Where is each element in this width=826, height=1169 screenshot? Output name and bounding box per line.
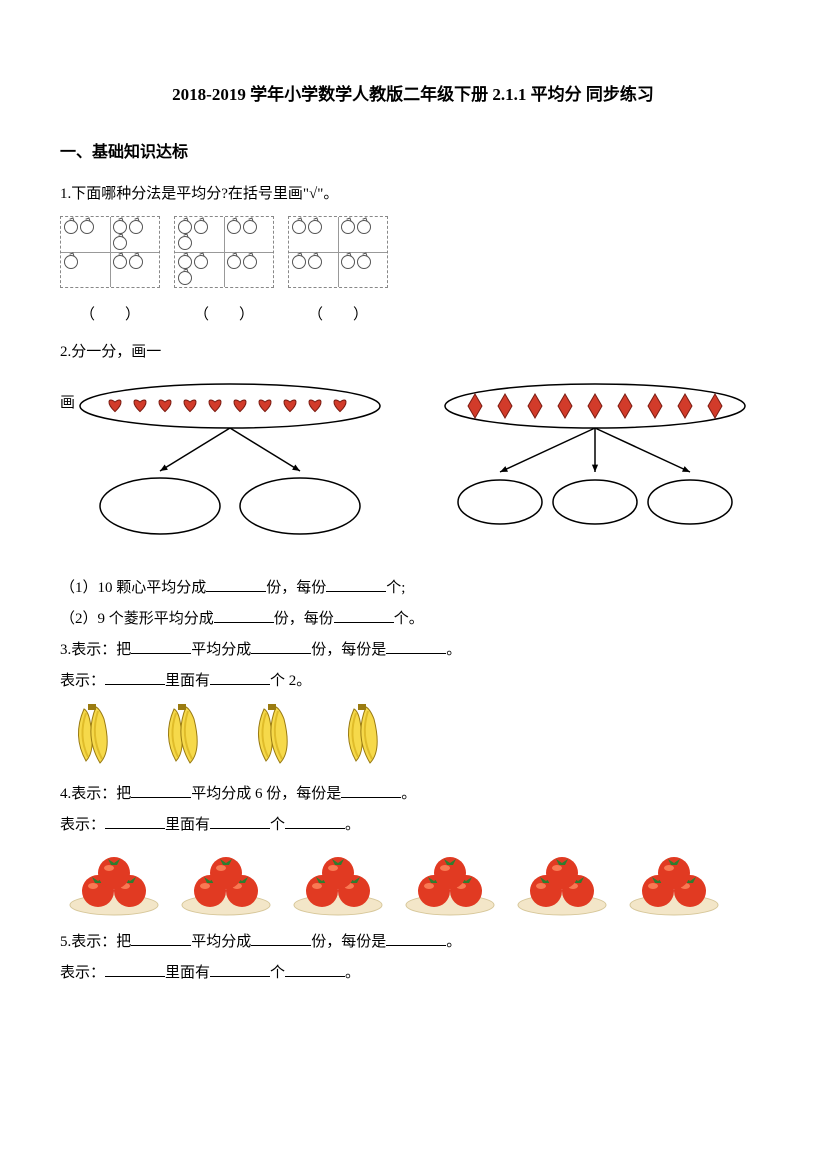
apple-box xyxy=(60,216,160,288)
apple-icon xyxy=(129,255,143,269)
q4-line2: 表示：里面有个。 xyxy=(60,812,766,839)
q5-line1: 5.表示：把平均分成份，每份是。 xyxy=(60,929,766,956)
blank[interactable] xyxy=(386,930,446,946)
blank[interactable] xyxy=(285,961,345,977)
apple-box xyxy=(174,216,274,288)
banana-bunch-icon xyxy=(66,701,126,771)
apple-icon xyxy=(178,271,192,285)
diamonds-diagram xyxy=(430,376,760,546)
blank[interactable] xyxy=(251,638,311,654)
apple-icon xyxy=(113,220,127,234)
blank[interactable] xyxy=(206,576,266,592)
banana-bunch-icon xyxy=(156,701,216,771)
q4-line1: 4.表示：把平均分成 6 份，每份是。 xyxy=(60,781,766,808)
apple-icon xyxy=(292,220,306,234)
tomato-plate-icon xyxy=(514,847,610,917)
apple-icon xyxy=(194,255,208,269)
apple-icon xyxy=(308,220,322,234)
q3-line2: 表示：里面有个 2。 xyxy=(60,668,766,695)
banana-bunch-icon xyxy=(246,701,306,771)
q2-lead: 2.分一分，画一 xyxy=(60,339,766,366)
blank[interactable] xyxy=(341,782,401,798)
apple-icon xyxy=(80,220,94,234)
blank[interactable] xyxy=(131,782,191,798)
apple-icon xyxy=(292,255,306,269)
q1-paren-1[interactable]: （ ） xyxy=(60,302,160,329)
q2-sub1: （1）10 颗心平均分成份，每份个; xyxy=(60,575,766,602)
apple-icon xyxy=(178,220,192,234)
apple-icon xyxy=(357,220,371,234)
apple-icon xyxy=(357,255,371,269)
q1-answers: （ ） （ ） （ ） xyxy=(60,302,766,329)
apple-icon xyxy=(341,220,355,234)
q3-bananas xyxy=(66,701,766,771)
q3-line1: 3.表示：把平均分成份，每份是。 xyxy=(60,637,766,664)
q1-text: 1.下面哪种分法是平均分?在括号里画"√"。 xyxy=(60,181,766,208)
apple-icon xyxy=(64,255,78,269)
q1-figures xyxy=(60,216,766,288)
section-heading: 一、基础知识达标 xyxy=(60,139,766,168)
blank[interactable] xyxy=(334,607,394,623)
banana-bunch-icon xyxy=(336,701,396,771)
apple-icon xyxy=(308,255,322,269)
q1-paren-2[interactable]: （ ） xyxy=(174,302,274,329)
apple-icon xyxy=(178,236,192,250)
apple-icon xyxy=(194,220,208,234)
apple-icon xyxy=(243,255,257,269)
q5-line2: 表示：里面有个。 xyxy=(60,960,766,987)
apple-icon xyxy=(113,255,127,269)
blank[interactable] xyxy=(105,669,165,685)
blank[interactable] xyxy=(131,638,191,654)
tomato-plate-icon xyxy=(66,847,162,917)
blank[interactable] xyxy=(210,669,270,685)
q2-sub2: （2）9 个菱形平均分成份，每份个。 xyxy=(60,606,766,633)
apple-icon xyxy=(243,220,257,234)
blank[interactable] xyxy=(326,576,386,592)
apple-icon xyxy=(178,255,192,269)
apple-icon xyxy=(113,236,127,250)
blank[interactable] xyxy=(105,961,165,977)
blank[interactable] xyxy=(210,961,270,977)
tomato-plate-icon xyxy=(290,847,386,917)
apple-box xyxy=(288,216,388,288)
tomato-plate-icon xyxy=(178,847,274,917)
blank[interactable] xyxy=(131,930,191,946)
apple-icon xyxy=(129,220,143,234)
apple-icon xyxy=(227,220,241,234)
blank[interactable] xyxy=(210,813,270,829)
blank[interactable] xyxy=(214,607,274,623)
page-title: 2018-2019 学年小学数学人教版二年级下册 2.1.1 平均分 同步练习 xyxy=(60,80,766,111)
blank[interactable] xyxy=(386,638,446,654)
blank[interactable] xyxy=(105,813,165,829)
blank[interactable] xyxy=(251,930,311,946)
apple-icon xyxy=(64,220,78,234)
apple-icon xyxy=(227,255,241,269)
blank[interactable] xyxy=(285,813,345,829)
tomato-plate-icon xyxy=(402,847,498,917)
apple-icon xyxy=(341,255,355,269)
q1-paren-3[interactable]: （ ） xyxy=(288,302,388,329)
tomato-plate-icon xyxy=(626,847,722,917)
hearts-diagram xyxy=(60,376,400,546)
q4-tomatoes xyxy=(66,847,766,917)
